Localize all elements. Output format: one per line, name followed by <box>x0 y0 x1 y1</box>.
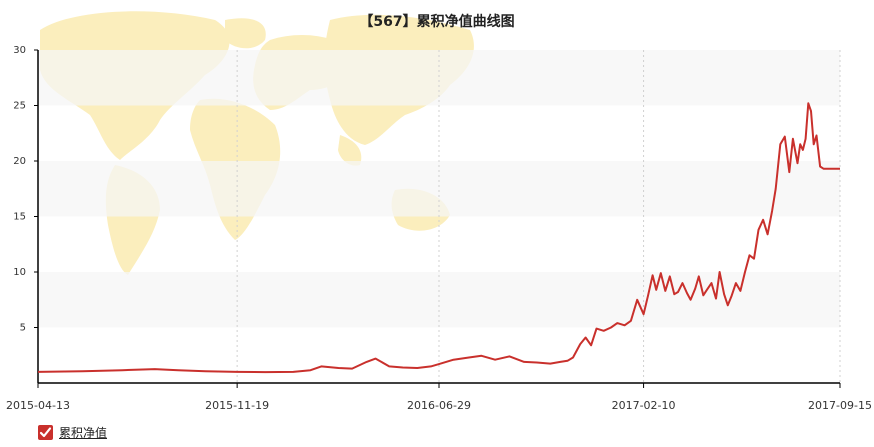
y-tick-label-3: 20 <box>13 156 26 167</box>
legend-item[interactable]: 累积净值 <box>38 423 107 441</box>
series-line-0 <box>37 102 840 374</box>
legend-label[interactable]: 累积净值 <box>59 425 108 440</box>
map-shape-6 <box>338 135 362 166</box>
chart-title: 【567】累积净值曲线图 <box>359 13 514 30</box>
x-tick-label-3: 2017-02-10 <box>612 399 676 412</box>
x-axis-ticks: 2015-04-13 2015-11-19 2016-06-29 2017-02-10… <box>6 383 872 412</box>
map-shape-2 <box>225 18 266 49</box>
grid-lines <box>236 50 841 383</box>
y-tick-label-4: 25 <box>13 101 26 112</box>
y-tick-label-2: 15 <box>13 212 26 223</box>
x-tick-label-1: 2015-11-19 <box>205 399 269 412</box>
y-axis-ticks: 5 10 15 20 25 30 <box>13 45 38 334</box>
plot-band-0 <box>38 50 840 106</box>
x-tick-label-0: 2015-04-13 <box>6 399 70 412</box>
x-tick-label-4: 2017-09-15 <box>808 399 872 412</box>
series-group <box>37 102 840 374</box>
x-tick-label-2: 2016-06-29 <box>407 399 471 412</box>
plot-band-1 <box>38 161 840 217</box>
check-icon[interactable] <box>38 424 53 440</box>
y-tick-label-1: 10 <box>13 267 26 278</box>
y-tick-label-0: 5 <box>20 323 26 334</box>
y-tick-label-5: 30 <box>13 45 26 56</box>
